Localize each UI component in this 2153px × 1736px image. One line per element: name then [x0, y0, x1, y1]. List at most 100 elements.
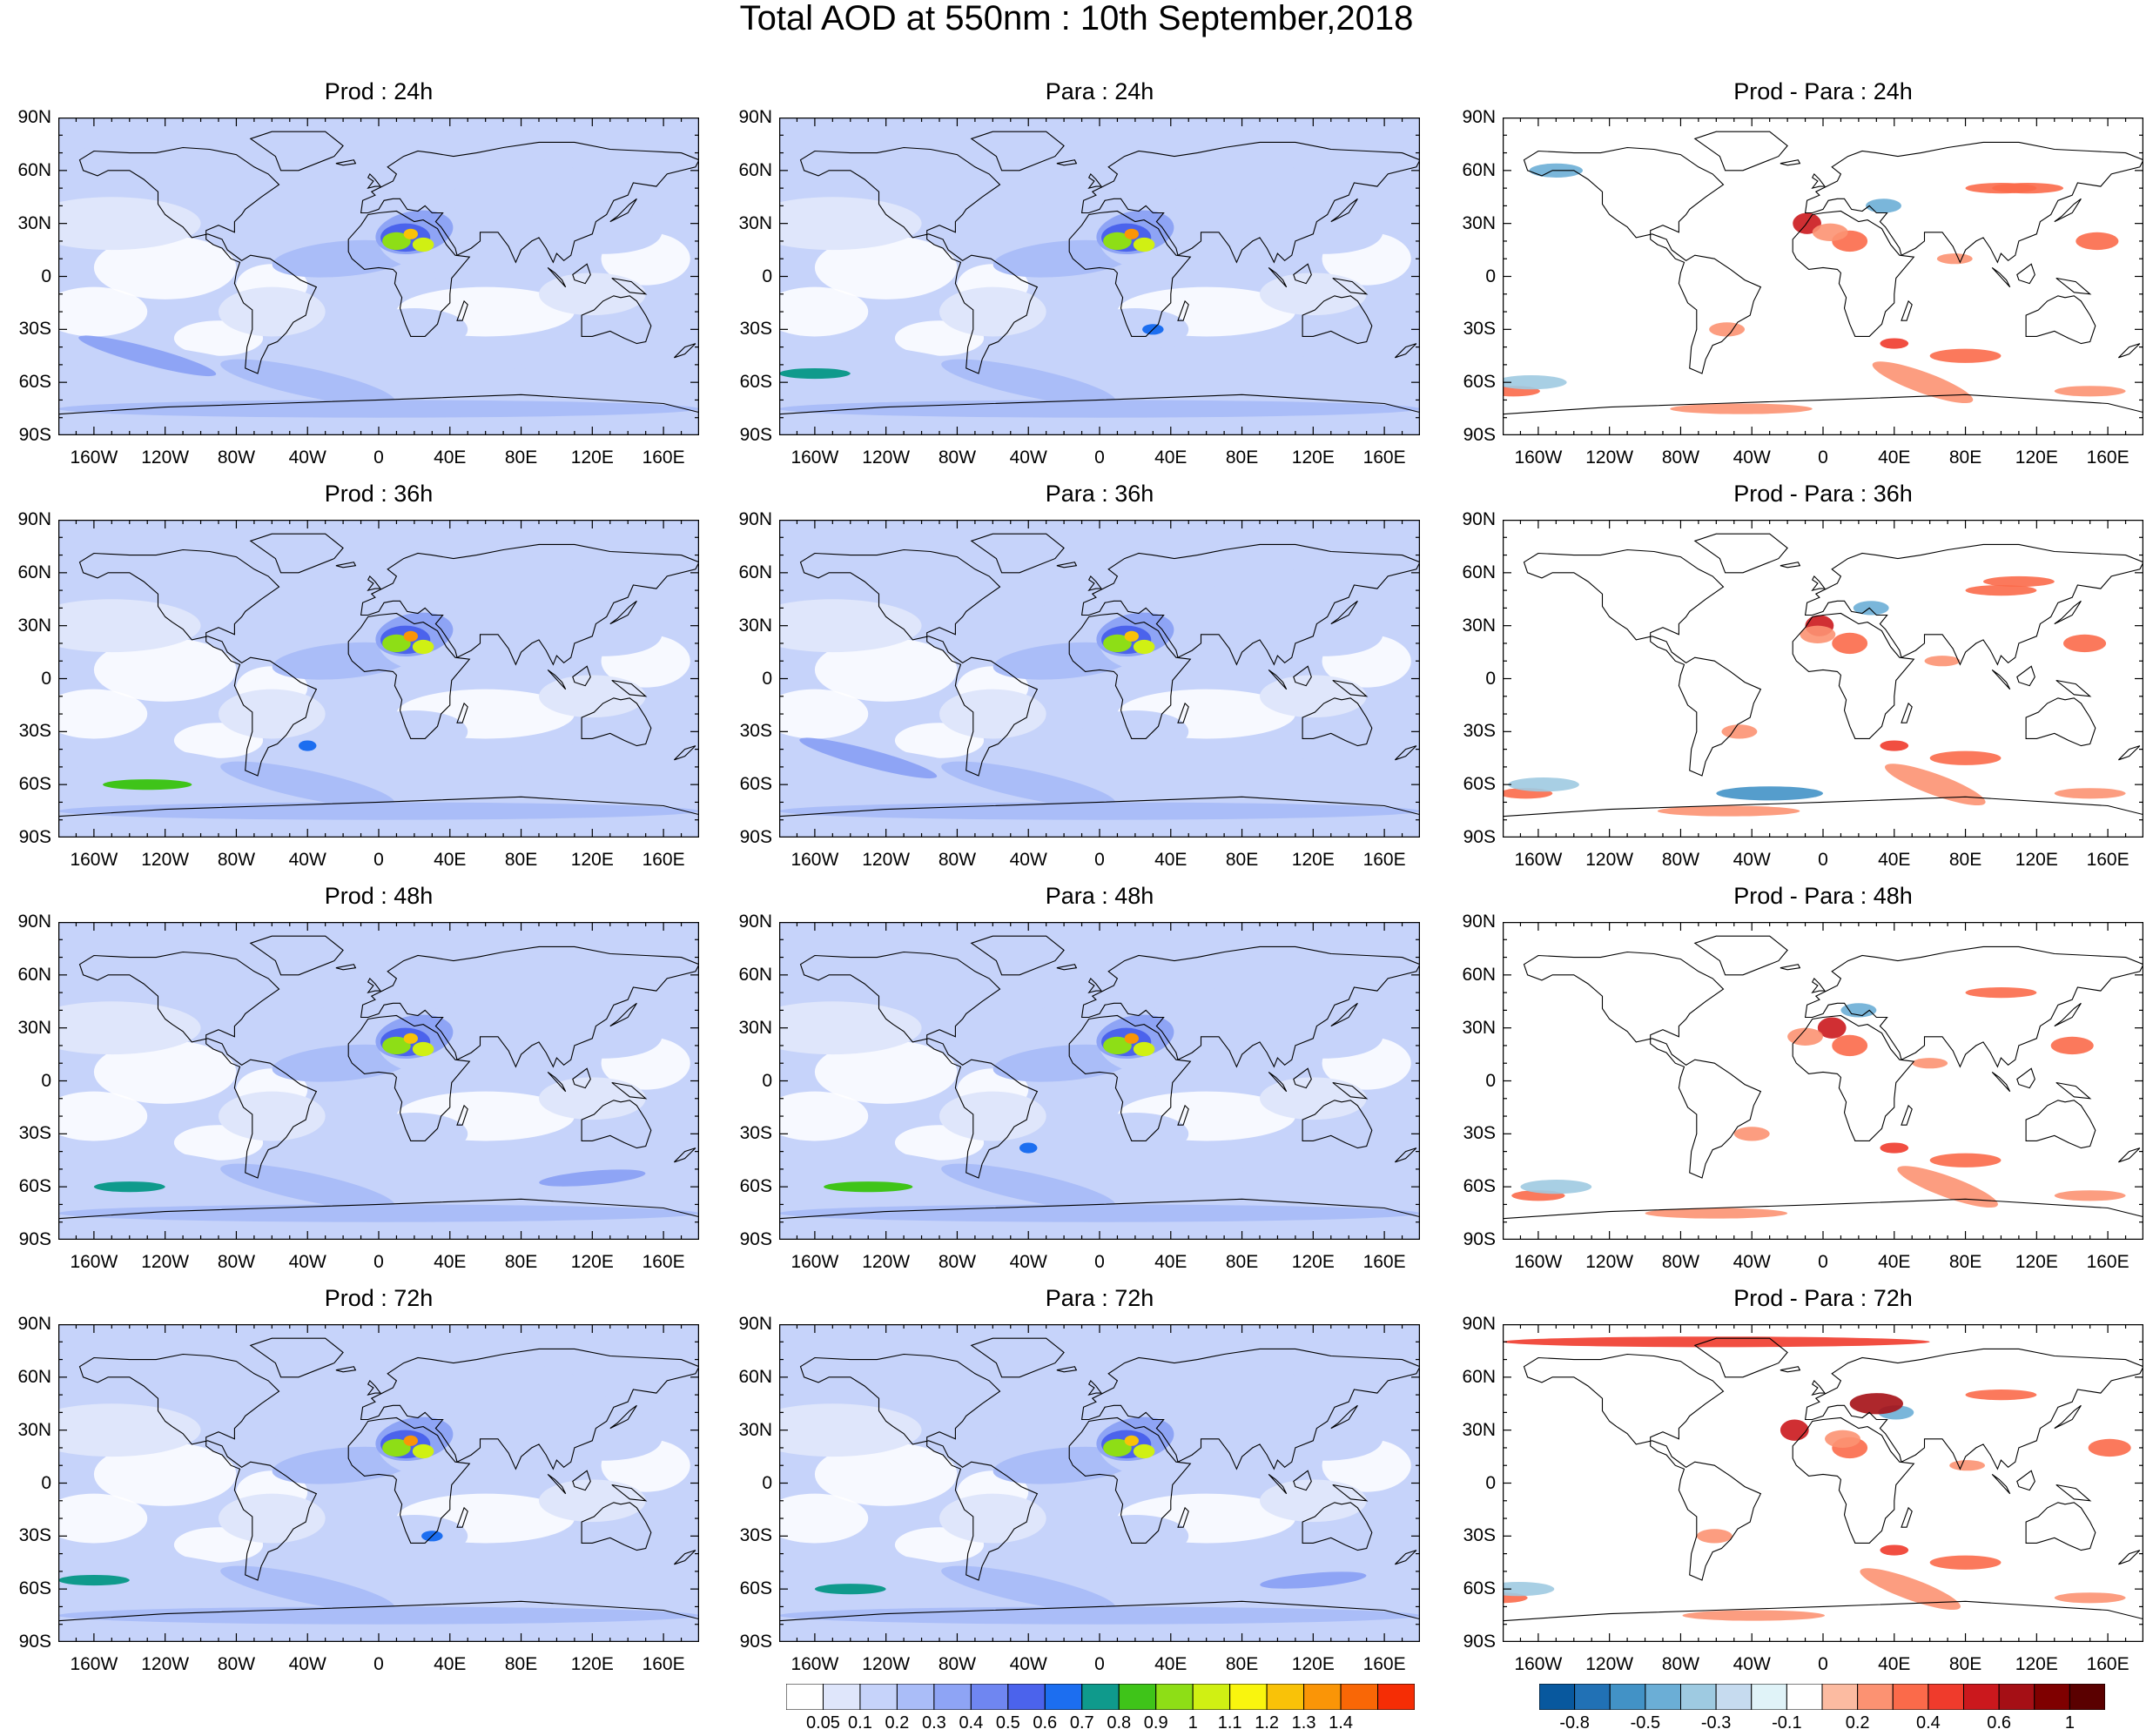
aod-contour	[779, 367, 851, 380]
latitude-label: 60N	[1462, 964, 1496, 985]
aod-contour	[299, 740, 317, 751]
colorbar-label: -0.5	[1630, 1713, 1661, 1733]
aod-contour	[1260, 675, 1367, 718]
aod-contour	[779, 802, 1420, 820]
latitude-label: 90N	[17, 107, 51, 127]
aod-contour	[1124, 228, 1139, 239]
coastline	[367, 172, 382, 190]
longitude-label: 80W	[1661, 850, 1700, 870]
aod-contour	[1117, 960, 1295, 990]
coastline	[456, 702, 468, 723]
aod-contour	[1117, 156, 1295, 185]
difference-contour	[1645, 1208, 1788, 1219]
coastline	[1991, 1473, 2011, 1495]
colorbar-label: 0.6	[1987, 1713, 2012, 1733]
colorbar-swatch	[1118, 1684, 1157, 1710]
coastline	[1811, 1379, 1827, 1396]
aod-contour	[403, 630, 418, 642]
colorbar-swatch	[1892, 1684, 1929, 1710]
aod-contour	[1133, 237, 1155, 252]
longitude-label: 40W	[288, 850, 326, 870]
panel-title: Prod - Para : 36h	[1733, 481, 1913, 507]
coastline	[572, 1067, 591, 1089]
difference-contour	[1503, 375, 1567, 390]
map-panel: Prod : 36h 90N 60N 30N 0 30S 60S 90S 160W 120W 80W…	[17, 481, 699, 870]
colorbar-swatch	[1998, 1684, 2035, 1710]
latitude-label: 90S	[18, 1229, 51, 1249]
latitude-label: 90S	[739, 1229, 772, 1249]
coastline	[78, 1353, 318, 1581]
latitude-label: 0	[41, 668, 51, 689]
coastline	[1056, 159, 1078, 166]
longitude-label: 80E	[1948, 447, 1982, 468]
longitude-label: 160E	[642, 447, 685, 468]
longitude-label: 80W	[938, 1252, 977, 1272]
coastline	[1811, 172, 1827, 190]
coastline	[2118, 1147, 2141, 1163]
aod-contour	[1260, 273, 1367, 316]
aod-contour	[103, 779, 192, 791]
latitude-label: 60S	[18, 372, 51, 393]
coastline	[1068, 612, 1192, 739]
aod-contour	[220, 359, 395, 406]
aod-contour	[58, 742, 289, 792]
panel-title: Para : 72h	[1045, 1285, 1154, 1311]
aod-contour	[396, 156, 575, 185]
coastline	[1693, 131, 1788, 172]
colorbar-label: 0.05	[806, 1713, 840, 1733]
difference-contour	[1696, 1529, 1732, 1544]
colorbar-swatch	[859, 1684, 898, 1710]
longitude-label: 40W	[1732, 447, 1771, 468]
aod-contour	[1172, 1382, 1383, 1461]
colorbar-label: -0.1	[1772, 1713, 1802, 1733]
longitude-label: 40W	[1009, 1252, 1047, 1272]
coastline	[2055, 1484, 2092, 1502]
longitude-label: 80W	[1661, 1252, 1700, 1272]
map-plot	[1503, 922, 2143, 1240]
coastline	[779, 1198, 1420, 1220]
aod-contour	[58, 1204, 699, 1222]
aod-contour	[850, 165, 993, 194]
aod-contour	[326, 1141, 573, 1197]
aod-contour	[939, 1091, 1046, 1141]
longitude-label: 80W	[1661, 447, 1700, 468]
longitude-label: 40W	[1732, 850, 1771, 870]
latitude-label: 30N	[1462, 212, 1496, 233]
aod-contour	[1081, 308, 1189, 351]
latitude-label: 90N	[738, 107, 772, 127]
colorbar-swatch	[1680, 1684, 1717, 1710]
coastline	[581, 1100, 652, 1149]
coastline	[1804, 543, 2143, 666]
latitude-label: 30S	[739, 319, 772, 340]
difference-contour	[1965, 585, 2037, 596]
clean-air-region	[814, 637, 958, 702]
longitude-label: 160E	[1362, 1252, 1406, 1272]
difference-contour	[1965, 1389, 2037, 1401]
aod-contour	[779, 1144, 1010, 1194]
aod-contour	[326, 1544, 573, 1599]
aod-contour	[1124, 1435, 1139, 1446]
coastline	[78, 951, 318, 1179]
coastline	[1693, 1337, 1788, 1378]
difference-contour	[1721, 724, 1758, 739]
aod-contour	[451, 1382, 663, 1461]
aod-contour	[850, 969, 993, 999]
longitude-label: 120E	[2015, 447, 2058, 468]
coastline	[1811, 575, 1827, 592]
longitude-label: 0	[373, 1654, 384, 1674]
latitude-label: 30N	[17, 212, 51, 233]
coastline	[1177, 1506, 1189, 1528]
difference-contour	[2054, 788, 2126, 799]
aod-contour	[941, 761, 1116, 808]
aod-contour	[779, 197, 922, 251]
coastline	[779, 796, 1420, 818]
coastline	[2118, 1550, 2141, 1565]
coastline	[335, 964, 357, 971]
map-plot	[58, 922, 699, 1240]
aod-contour	[1117, 558, 1295, 588]
latitude-label: 90N	[1462, 509, 1496, 529]
coastline	[1804, 945, 2143, 1068]
clean-air-region	[779, 689, 869, 739]
latitude-label: 30S	[18, 721, 51, 742]
coastline	[1780, 159, 1801, 166]
